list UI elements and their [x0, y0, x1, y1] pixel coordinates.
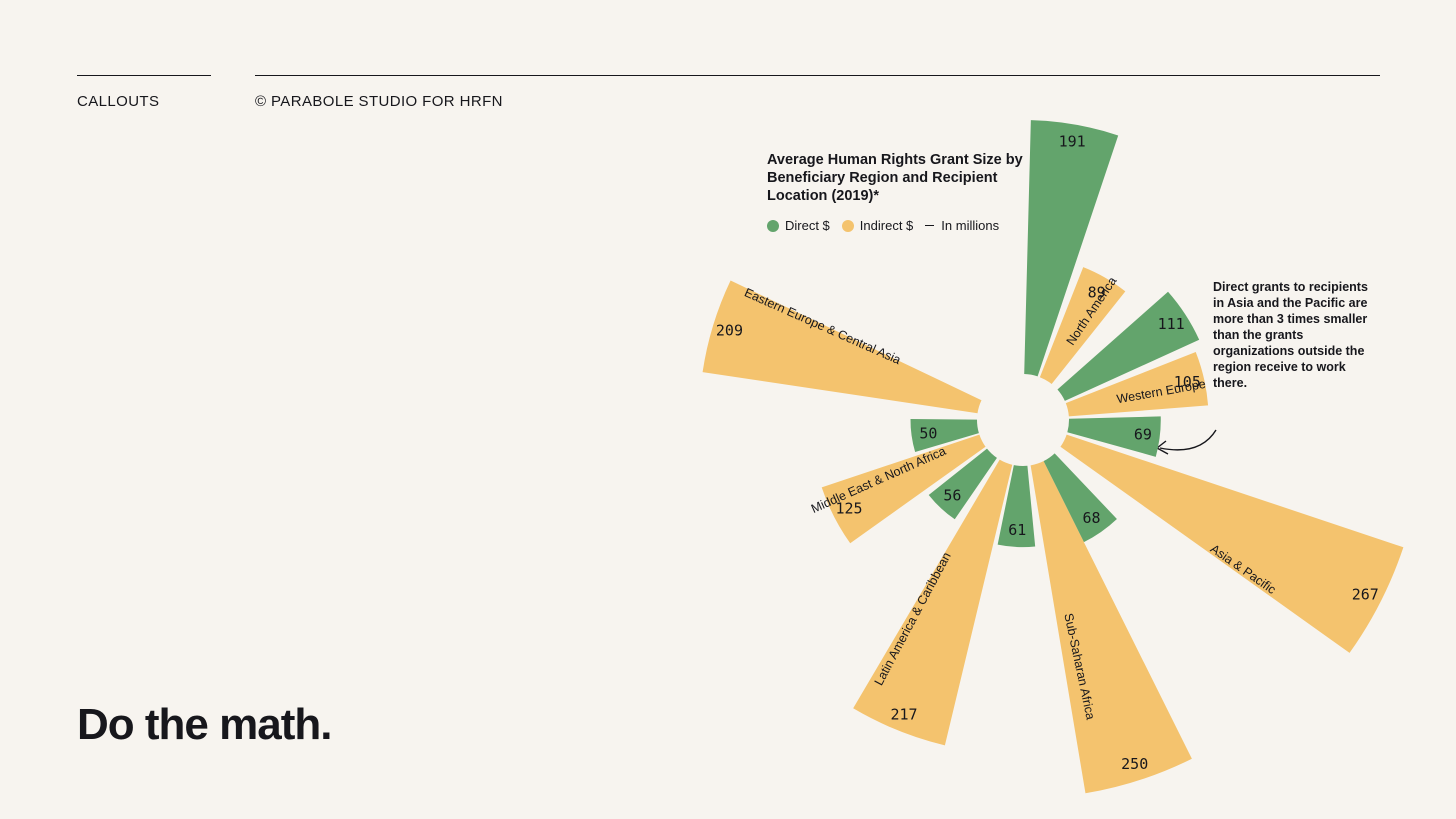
chart-title: Average Human Rights Grant Size by Benef…	[767, 152, 1023, 204]
bar-direct-eastern-europe-central-asia-value: 50	[919, 424, 937, 442]
legend-swatch-indirect	[841, 219, 854, 232]
bar-indirect-eastern-europe-central-asia-value: 209	[716, 321, 743, 339]
legend-item-direct: Direct $	[767, 218, 830, 233]
bar-direct-north-america	[1024, 120, 1119, 377]
top-rule-right	[255, 75, 1380, 76]
bar-direct-asia-pacific-value: 69	[1134, 426, 1152, 444]
bar-indirect-sub-saharan-africa	[1030, 461, 1192, 794]
bar-indirect-north-america	[1039, 267, 1126, 385]
top-rule-left	[77, 75, 211, 76]
bar-indirect-middle-east-north-africa-value: 125	[835, 500, 862, 518]
bar-direct-north-america-value: 191	[1059, 132, 1086, 150]
legend-label-direct: Direct $	[785, 218, 830, 233]
headline: Do the math.	[77, 700, 332, 749]
bar-direct-sub-saharan-africa	[1043, 453, 1117, 543]
bar-indirect-western-europe	[1065, 351, 1209, 417]
bar-direct-latin-america-caribbean-value: 61	[1008, 521, 1026, 539]
bar-indirect-asia-pacific	[1060, 434, 1404, 653]
section-label: CALLOUTS	[77, 93, 160, 110]
bar-direct-sub-saharan-africa-value: 68	[1082, 509, 1100, 527]
bar-indirect-middle-east-north-africa	[821, 434, 986, 544]
legend-label-indirect: Indirect $	[859, 218, 914, 233]
legend-unit-text: In millions	[941, 218, 1000, 233]
chart-legend: Direct $ Indirect $ In millions	[767, 218, 1011, 233]
legend-swatch-direct	[767, 219, 779, 232]
legend-item-indirect: Indirect $	[841, 218, 914, 233]
bar-indirect-latin-america-caribbean-value: 217	[890, 705, 917, 723]
bar-direct-asia-pacific	[1067, 416, 1161, 457]
bar-indirect-latin-america-caribbean	[853, 459, 1013, 746]
bar-indirect-asia-pacific-value: 267	[1352, 585, 1379, 603]
bar-indirect-western-europe-value: 105	[1174, 373, 1201, 391]
bar-indirect-sub-saharan-africa-value: 250	[1121, 755, 1148, 773]
legend-dash	[925, 225, 935, 226]
bar-direct-middle-east-north-africa	[928, 448, 997, 520]
annotation-text: Direct grants to recipients in Asia and …	[1213, 280, 1368, 390]
bar-indirect-eastern-europe-central-asia	[702, 280, 982, 414]
bar-direct-western-europe-value: 111	[1158, 315, 1185, 333]
annotation-arrow	[1159, 429, 1217, 451]
bar-direct-middle-east-north-africa-value: 56	[943, 487, 961, 505]
bar-direct-eastern-europe-central-asia	[910, 419, 979, 452]
bar-direct-latin-america-caribbean	[997, 465, 1036, 548]
bar-direct-western-europe	[1057, 291, 1200, 401]
bar-indirect-north-america-value: 89	[1088, 283, 1106, 301]
legend-unit-note: In millions	[925, 218, 999, 233]
credit-label: © PARABOLE STUDIO FOR HRFN	[255, 93, 503, 110]
